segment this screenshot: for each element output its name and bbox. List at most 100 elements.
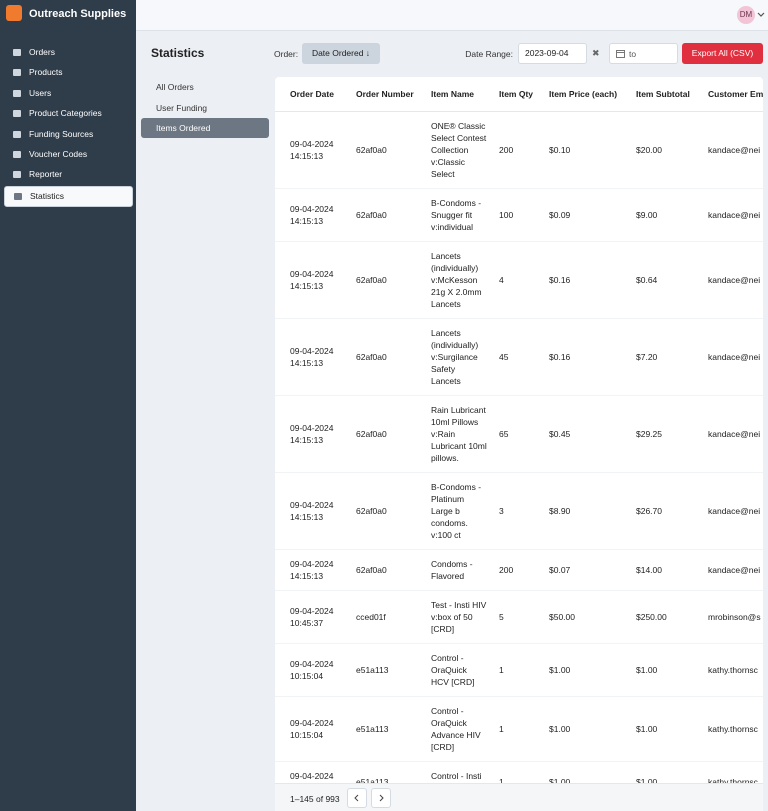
- table-cell: 09-04-2024 14:15:13: [275, 319, 350, 396]
- nav-label: Voucher Codes: [29, 145, 87, 164]
- table-cell: Test - Insti HIV v:box of 50 [CRD]: [425, 591, 493, 644]
- sub-nav-item[interactable]: All Orders: [141, 77, 269, 97]
- table-cell: 09-04-2024 14:15:13: [275, 550, 350, 591]
- column-header[interactable]: Item Qty: [493, 77, 543, 112]
- table-row: 09-04-2024 14:15:1362af0a0B-Condoms - Pl…: [275, 473, 763, 550]
- nav-label: Reporter: [29, 165, 62, 184]
- column-header[interactable]: Order Date: [275, 77, 350, 112]
- calendar-icon: [616, 49, 625, 58]
- export-button[interactable]: Export All (CSV): [682, 43, 763, 64]
- sub-nav-item[interactable]: Items Ordered: [141, 118, 269, 138]
- nav-item[interactable]: Funding Sources: [4, 125, 131, 144]
- table-cell: 62af0a0: [350, 319, 425, 396]
- table-cell: e51a113: [350, 644, 425, 697]
- table-cell: 62af0a0: [350, 242, 425, 319]
- table-cell: 200: [493, 550, 543, 591]
- nav-icon: [13, 110, 21, 117]
- table-cell: $1.00: [543, 762, 630, 784]
- order-button[interactable]: Date Ordered ↓: [302, 43, 380, 64]
- table-cell: 62af0a0: [350, 112, 425, 189]
- table-cell: $1.00: [630, 697, 702, 762]
- table-cell: Lancets (individually) v:Surgilance Safe…: [425, 319, 493, 396]
- table-cell: 62af0a0: [350, 473, 425, 550]
- nav-label: Product Categories: [29, 104, 102, 123]
- nav-icon: [13, 49, 21, 56]
- table-cell: $0.07: [543, 550, 630, 591]
- table-cell: 4: [493, 242, 543, 319]
- nav-item[interactable]: Reporter: [4, 165, 131, 184]
- nav-icon: [13, 171, 21, 178]
- sub-nav-item[interactable]: User Funding: [141, 98, 269, 118]
- order-label: Order:: [274, 49, 298, 59]
- nav-item[interactable]: Voucher Codes: [4, 145, 131, 164]
- table-cell: $1.00: [543, 644, 630, 697]
- table-cell: kandace@nei: [702, 319, 763, 396]
- date-range-label: Date Range:: [455, 49, 513, 59]
- table-cell: 09-04-2024 10:15:04: [275, 697, 350, 762]
- nav-label: Funding Sources: [29, 125, 93, 144]
- table-cell: 09-04-2024 14:15:13: [275, 242, 350, 319]
- table-cell: $0.09: [543, 189, 630, 242]
- table-cell: Condoms - Flavored: [425, 550, 493, 591]
- table-cell: 62af0a0: [350, 189, 425, 242]
- table-cell: $1.00: [543, 697, 630, 762]
- pagination: 1–145 of 993: [275, 783, 763, 811]
- table-cell: $20.00: [630, 112, 702, 189]
- nav-item[interactable]: Users: [4, 84, 131, 103]
- header-row: Order DateOrder NumberItem NameItem QtyI…: [275, 77, 763, 112]
- table-cell: kandace@nei: [702, 473, 763, 550]
- table-cell: 09-04-2024 14:15:13: [275, 396, 350, 473]
- logo: [6, 5, 22, 21]
- table-cell: $0.16: [543, 242, 630, 319]
- table-cell: 1: [493, 644, 543, 697]
- page-title: Statistics: [151, 46, 204, 60]
- column-header[interactable]: Item Name: [425, 77, 493, 112]
- nav-item[interactable]: Orders: [4, 43, 131, 62]
- table-cell: $7.20: [630, 319, 702, 396]
- nav-icon: [14, 193, 22, 200]
- table-cell: $29.25: [630, 396, 702, 473]
- column-header[interactable]: Item Subtotal: [630, 77, 702, 112]
- table-cell: Lancets (individually) v:McKesson 21g X …: [425, 242, 493, 319]
- table-row: 09-04-2024 14:15:1362af0a0Lancets (indiv…: [275, 319, 763, 396]
- avatar-chevron: [757, 12, 765, 18]
- date-to-input[interactable]: to: [609, 43, 678, 64]
- prev-page[interactable]: [347, 788, 367, 808]
- table-cell: ONE® Classic Select Contest Collection v…: [425, 112, 493, 189]
- table-cell: Rain Lubricant 10ml Pillows v:Rain Lubri…: [425, 396, 493, 473]
- table-cell: kathy.thornsc: [702, 762, 763, 784]
- table-cell: Control - OraQuick Advance HIV [CRD]: [425, 697, 493, 762]
- next-page[interactable]: [371, 788, 391, 808]
- table-cell: 65: [493, 396, 543, 473]
- column-header[interactable]: Item Price (each): [543, 77, 630, 112]
- table-wrap: Order DateOrder NumberItem NameItem QtyI…: [275, 77, 763, 783]
- nav-icon: [13, 151, 21, 158]
- table-cell: 1: [493, 697, 543, 762]
- table-cell: Control - Insti HIV [CRD]: [425, 762, 493, 784]
- table-cell: $1.00: [630, 644, 702, 697]
- table-cell: $0.10: [543, 112, 630, 189]
- table-card: Order DateOrder NumberItem NameItem QtyI…: [275, 77, 763, 811]
- nav-label: Statistics: [30, 187, 64, 206]
- nav-item[interactable]: Products: [4, 63, 131, 82]
- table-cell: 09-04-2024 14:15:13: [275, 473, 350, 550]
- date-from-input[interactable]: 2023-09-04: [518, 43, 587, 64]
- table-cell: $0.45: [543, 396, 630, 473]
- table-cell: B-Condoms - Snugger fit v:individual: [425, 189, 493, 242]
- nav-item[interactable]: Statistics: [4, 186, 133, 207]
- sub-nav-label: Items Ordered: [141, 123, 210, 133]
- table-row: 09-04-2024 14:15:1362af0a0ONE® Classic S…: [275, 112, 763, 189]
- date-to-placeholder: to: [629, 49, 636, 59]
- nav-icon: [13, 90, 21, 97]
- table-cell: kandace@nei: [702, 189, 763, 242]
- nav-item[interactable]: Product Categories: [4, 104, 131, 123]
- clear-date[interactable]: ✖: [592, 48, 600, 59]
- sidebar: Outreach Supplies OrdersProductsUsersPro…: [0, 0, 136, 811]
- column-header[interactable]: Order Number: [350, 77, 425, 112]
- table-cell: 100: [493, 189, 543, 242]
- column-header[interactable]: Customer Em: [702, 77, 763, 112]
- user-avatar[interactable]: DM: [737, 6, 755, 24]
- table-cell: $0.16: [543, 319, 630, 396]
- table-cell: B-Condoms - Platinum Large b condoms. v:…: [425, 473, 493, 550]
